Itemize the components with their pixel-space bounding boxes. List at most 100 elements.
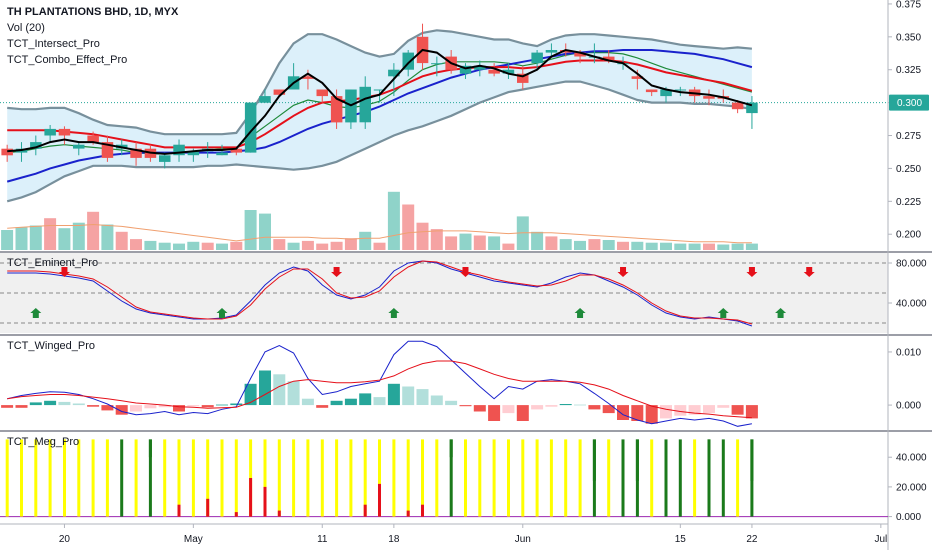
indicator-intersect[interactable]: TCT_Intersect_Pro — [7, 38, 100, 50]
time-axis-tick-label: 15 — [675, 534, 687, 545]
sell-arrow — [459, 267, 471, 277]
meg-bar — [492, 439, 496, 517]
winged-histogram-bar — [130, 405, 142, 412]
winged-histogram-bar — [387, 383, 400, 406]
pane-title-eminent[interactable]: TCT_Eminent_Pro — [7, 257, 99, 269]
time-axis-tick-label: 20 — [59, 534, 71, 545]
candle-body — [545, 50, 558, 53]
meg-bar — [335, 439, 339, 517]
meg-bar — [5, 439, 9, 517]
meg-bar — [277, 439, 281, 517]
sell-arrow — [331, 267, 343, 277]
meg-bar-green-part — [635, 439, 639, 481]
meg-bar — [507, 439, 510, 517]
price-axis-tick-label: 0.325 — [896, 65, 921, 76]
indicator-vol[interactable]: Vol (20) — [7, 22, 45, 34]
candle-body — [1, 148, 13, 156]
winged-histogram-bar — [115, 405, 128, 415]
buy-arrow — [216, 308, 228, 318]
winged-histogram-bar — [402, 386, 415, 406]
volume-bar — [703, 243, 715, 250]
volume-bar — [158, 242, 171, 250]
symbol-title[interactable]: TH PLANTATIONS BHD, 1D, MYX — [7, 6, 179, 18]
volume-bar — [531, 231, 544, 250]
volume-bar — [201, 242, 214, 250]
meg-red-bar — [406, 510, 410, 517]
candle-body — [359, 86, 371, 123]
candle-body — [660, 89, 672, 97]
winged-histogram-bar — [287, 381, 300, 406]
volume-bar — [545, 236, 558, 250]
meg-bar — [521, 439, 525, 517]
volume-bar — [416, 222, 429, 250]
candle-body — [273, 89, 286, 95]
winged-histogram-bar — [645, 405, 658, 424]
buy-arrow — [717, 308, 729, 318]
meg-bar-green-part — [707, 439, 711, 481]
winged-histogram-bar — [244, 383, 257, 406]
candle-body — [731, 102, 744, 110]
winged-axis-tick-label: 0.000 — [896, 401, 921, 412]
meg-bar — [120, 439, 124, 517]
time-axis-tick-label: Jul — [874, 534, 887, 545]
pane-title-meg[interactable]: TCT_Meg_Pro — [7, 436, 80, 448]
price-axis-tick-label: 0.250 — [896, 164, 921, 175]
volume-bar — [72, 222, 85, 250]
volume-bar — [115, 231, 128, 250]
pane-title-winged[interactable]: TCT_Winged_Pro — [7, 340, 96, 352]
candle-body — [388, 69, 400, 77]
buy-arrow — [388, 308, 400, 318]
candle-body — [330, 96, 343, 123]
volume-bar — [44, 218, 57, 250]
winged-histogram-bar — [660, 405, 672, 419]
meg-bar — [664, 439, 668, 517]
meg-bar — [163, 439, 167, 517]
volume-bar — [745, 243, 758, 250]
meg-bar — [177, 439, 181, 517]
winged-histogram-bar — [187, 405, 200, 407]
winged-histogram-bar — [674, 405, 687, 416]
candle-body — [373, 89, 386, 91]
volume-bar — [29, 225, 42, 250]
meg-red-bar — [378, 483, 381, 517]
eminent-axis-tick-label: 80.000 — [896, 259, 927, 270]
winged-histogram-bar — [1, 405, 14, 408]
meg-axis-tick-label: 20.000 — [896, 482, 927, 493]
meg-bar — [363, 439, 367, 517]
meg-bar — [435, 439, 439, 517]
volume-bar — [301, 240, 314, 250]
meg-axis-tick-label: 0.000 — [896, 512, 921, 523]
volume-bar — [430, 229, 443, 250]
winged-histogram-bar — [173, 405, 185, 412]
meg-bar — [578, 439, 582, 517]
time-axis-tick-label: Jun — [515, 534, 531, 545]
winged-histogram-bar — [316, 405, 329, 408]
time-axis-tick-label: 22 — [746, 534, 758, 545]
price-axis-tick-label: 0.350 — [896, 32, 921, 43]
candle-body — [488, 69, 500, 74]
meg-bar — [34, 439, 38, 517]
meg-bar — [220, 439, 224, 517]
candle-body — [560, 50, 572, 53]
meg-bar — [650, 439, 654, 517]
meg-bar-green-part — [148, 439, 152, 458]
candle-body — [101, 142, 114, 158]
meg-bar — [148, 439, 152, 517]
winged-histogram-bar — [745, 405, 758, 419]
candle-body — [58, 128, 71, 136]
candle-body — [216, 152, 228, 156]
sell-arrow — [803, 267, 815, 277]
candle-body — [603, 56, 615, 61]
candle-body — [674, 89, 687, 91]
indicator-combo-effect[interactable]: TCT_Combo_Effect_Pro — [7, 54, 128, 66]
candle-body — [531, 52, 543, 64]
winged-histogram-bar — [201, 405, 214, 408]
candle-body — [703, 96, 715, 99]
meg-bar — [48, 439, 52, 517]
time-axis-tick-label: May — [184, 534, 203, 545]
candle-body — [244, 102, 257, 153]
winged-histogram-bar — [101, 405, 114, 411]
volume-bar — [588, 239, 601, 250]
winged-histogram-bar — [473, 405, 486, 412]
